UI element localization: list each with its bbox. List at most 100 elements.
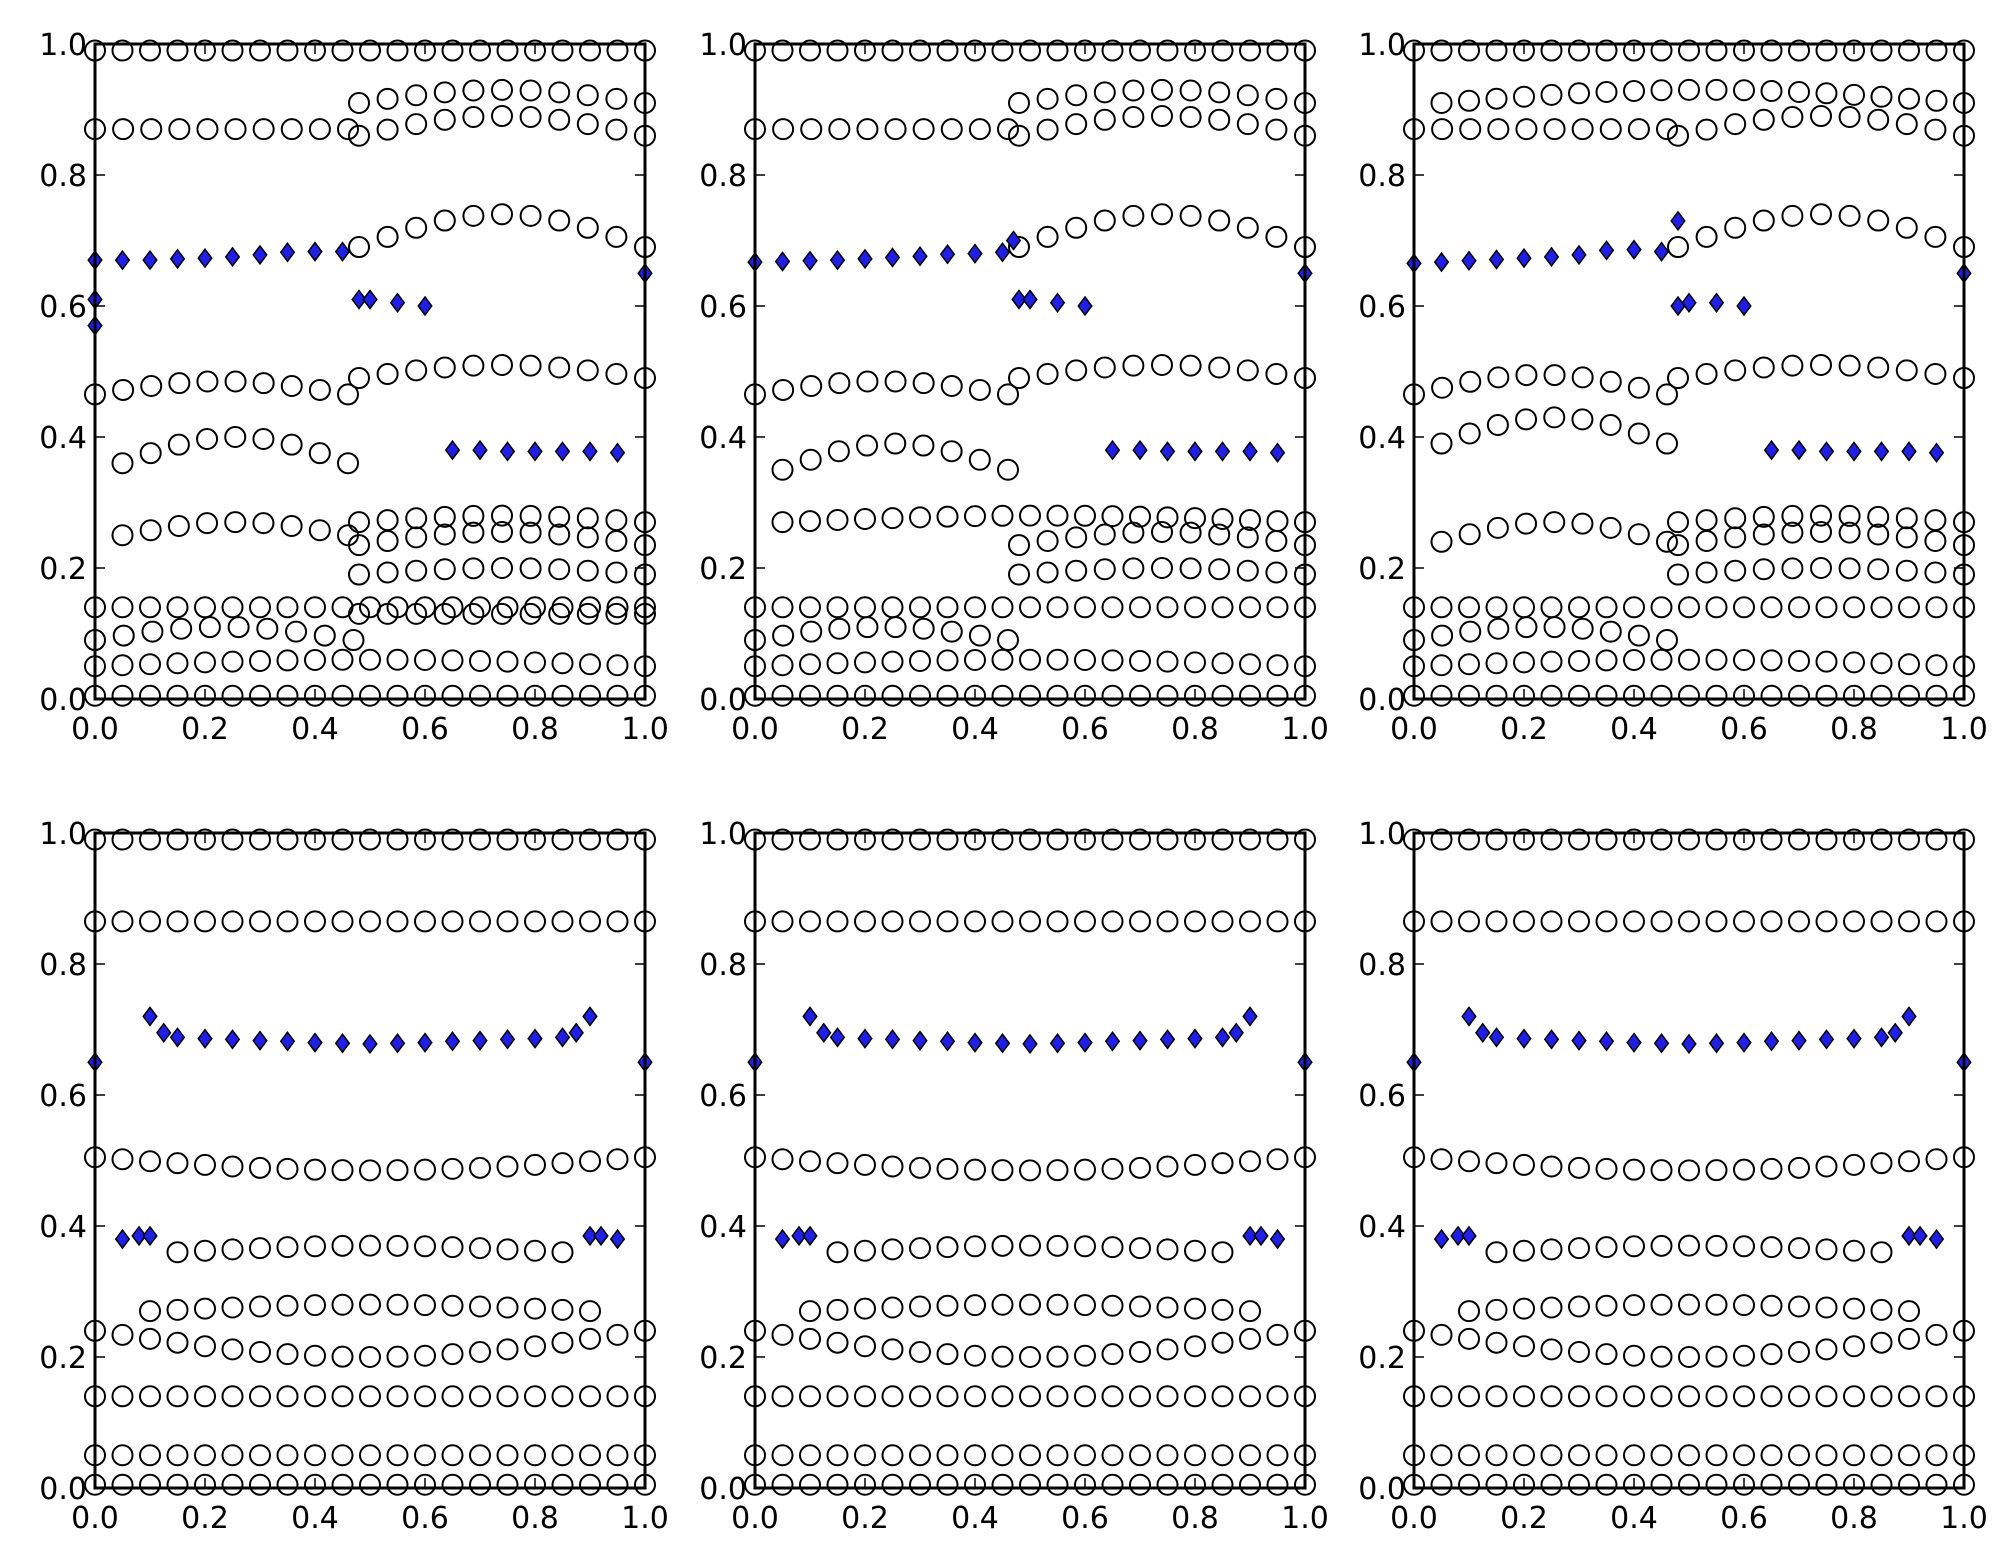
circle-point (799, 1444, 821, 1467)
circle-point (139, 910, 161, 933)
circle-point (1019, 504, 1041, 527)
diamond-point (1269, 1228, 1286, 1250)
circle-point (605, 561, 628, 584)
circle-point (1724, 559, 1747, 582)
circle-point (1810, 203, 1832, 226)
circle-point (1843, 910, 1865, 933)
circle-point (196, 370, 219, 393)
circle-point (576, 507, 599, 530)
circle-point (111, 1148, 134, 1171)
circle-point (1046, 1159, 1069, 1182)
circle-point (1129, 505, 1151, 528)
circle-point (1208, 108, 1231, 131)
circle-point (433, 523, 456, 546)
circle-point (1599, 620, 1622, 643)
circle-point (1179, 521, 1202, 544)
circle-point (1211, 1152, 1234, 1175)
circle-point (414, 828, 436, 851)
diamond-point (1791, 1030, 1807, 1051)
circle-point (771, 596, 794, 619)
circle-point (414, 1444, 436, 1467)
diamond-point (197, 247, 213, 269)
circle-point (968, 118, 991, 141)
circle-point (1733, 910, 1755, 933)
circle-point (1568, 39, 1590, 62)
circle-point (1843, 1153, 1865, 1176)
circle-point (249, 39, 271, 62)
circle-point (196, 427, 219, 450)
circle-point (909, 506, 931, 529)
circle-point (1705, 1473, 1728, 1496)
circle-point (1627, 523, 1650, 546)
circle-point (1513, 1385, 1535, 1408)
diamond-point (1228, 1022, 1244, 1044)
circle-point (112, 118, 135, 141)
circle-point (881, 1238, 904, 1261)
diamond-point (197, 1028, 213, 1049)
circle-point (605, 87, 628, 110)
circle-point (1122, 79, 1145, 102)
diamond-point (1571, 244, 1587, 266)
circle-point (828, 617, 851, 640)
circle-point (1046, 1234, 1069, 1257)
circle-point (909, 1156, 931, 1179)
circle-point (524, 1297, 546, 1320)
circle-point (1760, 1473, 1783, 1496)
scatter-panel-top-left: 0.0 0.2 0.4 0.6 0.8 1.0 0.0 0.2 0.4 0.6 0.8 1.0 (39, 28, 669, 747)
circle-point (1019, 1473, 1041, 1496)
circle-point (1485, 652, 1508, 675)
circle-point (462, 204, 485, 227)
circle-point (221, 1155, 244, 1178)
scatter-panel-bottom-middle: 0.0 0.2 0.4 0.6 0.8 1.0 0.0 0.2 0.4 0.6 0.8 1.0 (699, 817, 1329, 1536)
x-tick-label: 0.8 (511, 1501, 559, 1536)
circle-point (1623, 1158, 1645, 1181)
circle-point (1895, 526, 1918, 549)
diamond-point (1187, 1028, 1203, 1049)
circle-point (1705, 684, 1728, 707)
circle-point (1239, 653, 1261, 676)
circle-point (276, 910, 299, 933)
circle-point (606, 1385, 629, 1408)
circle-point (1211, 1385, 1234, 1408)
circle-point (221, 1473, 244, 1496)
circle-point (909, 1473, 931, 1496)
circle-point (1156, 1238, 1179, 1261)
circle-point (771, 1323, 794, 1346)
diamond-point (1763, 1031, 1780, 1052)
circle-point (1810, 105, 1832, 128)
diamond-point (884, 1029, 901, 1050)
circle-point (1656, 432, 1678, 455)
circle-point (800, 375, 823, 398)
circle-point (1705, 1385, 1728, 1408)
circle-point (1843, 684, 1865, 707)
circle-point (826, 1152, 849, 1175)
circle-point (304, 1158, 326, 1181)
circle-point (1485, 1331, 1508, 1354)
circle-point (469, 1295, 491, 1318)
y-tick-label: 1.0 (39, 28, 87, 63)
diamond-point (967, 243, 983, 264)
circle-point (1266, 1473, 1289, 1496)
circle-point (1571, 118, 1594, 141)
circle-point (1074, 1385, 1096, 1408)
circle-point (405, 559, 428, 582)
circle-point (991, 504, 1014, 527)
y-tick-label: 0.6 (1358, 1079, 1406, 1114)
y-tick-label: 0.8 (1358, 948, 1406, 983)
circle-point (1266, 1323, 1289, 1346)
circle-point (826, 828, 849, 851)
circle-point (936, 1385, 959, 1408)
y-tick-label: 0.4 (699, 421, 747, 456)
circle-point (854, 596, 876, 619)
circle-point (1019, 1444, 1041, 1467)
circle-point (441, 1294, 464, 1317)
diamond-point (1928, 442, 1945, 463)
diamond-point (527, 441, 543, 462)
circle-point (491, 203, 513, 226)
diamond-point (252, 244, 268, 266)
circle-point (469, 596, 491, 619)
circle-point (1008, 534, 1030, 557)
circle-point (194, 1385, 216, 1408)
circle-point (1898, 828, 1920, 851)
circle-point (386, 39, 409, 62)
